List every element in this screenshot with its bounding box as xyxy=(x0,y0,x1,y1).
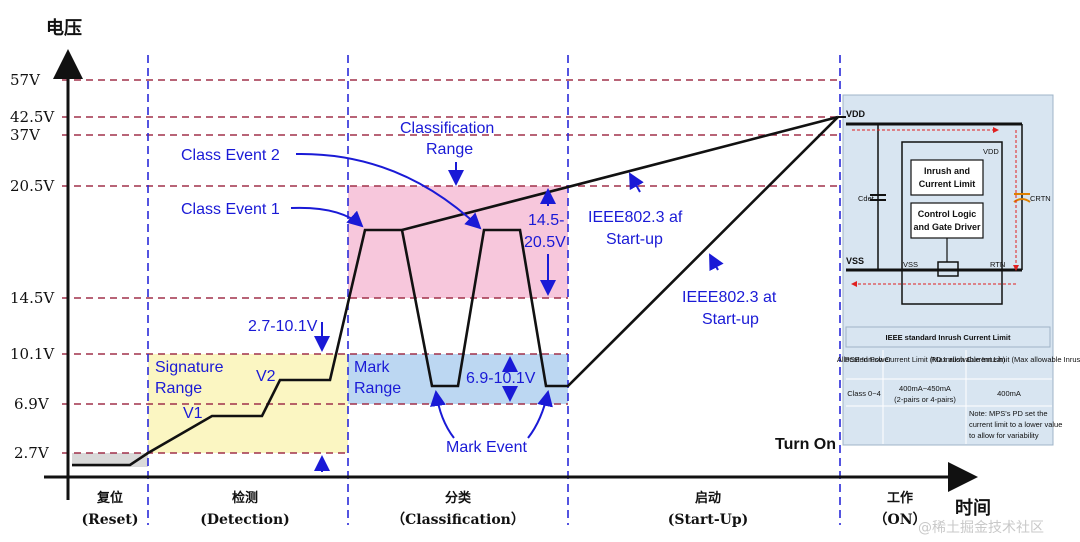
at-startup-label: IEEE802.3 at xyxy=(682,289,777,306)
inset-row-pse: 400mA~450mA xyxy=(899,384,951,393)
range-14-5-label: 14.5- xyxy=(528,212,564,229)
reset-region xyxy=(72,453,148,467)
inset-control-label-2: and Gate Driver xyxy=(913,222,981,232)
phase-classification-cn: 分类 xyxy=(445,490,472,506)
phase-detection-cn: 检测 xyxy=(232,490,258,506)
inset-inrush-label-2: Current Limit xyxy=(919,179,976,189)
class-event-1-label: Class Event 1 xyxy=(181,201,280,218)
inset-note: Note: MPS's PD set the xyxy=(969,409,1048,418)
phase-dividers xyxy=(147,55,841,525)
mark-event-arrow-right xyxy=(527,390,553,439)
turn-on-label: Turn On xyxy=(775,436,836,453)
inset-header-pse: PSE Inrush Current Limit (Max allowable … xyxy=(845,355,1006,364)
inset-vdd-label: VDD xyxy=(846,109,866,119)
inset-row-pd: 400mA xyxy=(997,389,1021,398)
phase-startup-en: (Start-Up) xyxy=(668,512,749,528)
y-axis-title: 电压 xyxy=(46,17,82,39)
inset-control-box xyxy=(910,202,984,239)
inset-inrush-label: Inrush and xyxy=(924,166,970,176)
inset-inrush-box xyxy=(910,159,984,196)
mark-range-label-2: Range xyxy=(354,380,401,397)
voltage-label-37v: 37V xyxy=(10,126,41,144)
inset-header-power: Allocated Power xyxy=(837,355,892,364)
inset-cdet-label: Cdet xyxy=(858,194,875,203)
inset-vss-label: VSS xyxy=(846,256,864,266)
phase-reset-cn: 复位 xyxy=(96,490,123,506)
inset-table-title-row xyxy=(845,326,1051,348)
classification-range-region xyxy=(348,186,568,298)
voltage-label-14-5v: 14.5V xyxy=(10,289,55,307)
voltage-label-20-5v: 20.5V xyxy=(10,177,55,195)
watermark: @稀土掘金技术社区 xyxy=(918,520,1044,536)
v1-label: V1 xyxy=(183,405,203,422)
signature-range-label: Signature xyxy=(155,359,224,376)
range-6-9-label: 6.9-10.1V xyxy=(466,370,536,387)
af-startup-label-2: Start-up xyxy=(606,231,663,248)
voltage-label-2-7v: 2.7V xyxy=(14,444,50,462)
inset-row-pse-2: (2-pairs or 4-pairs) xyxy=(894,395,956,404)
phase-on-en: （ON） xyxy=(874,512,927,528)
v2-label: V2 xyxy=(256,368,276,385)
voltage-label-10-1v: 10.1V xyxy=(10,345,55,363)
class-event-2-label: Class Event 2 xyxy=(181,147,280,164)
mark-event-arrow-left xyxy=(430,390,455,439)
inset-note-2: current limit to a lower value xyxy=(969,420,1062,429)
inset-note-3: to allow for variability xyxy=(969,431,1039,440)
inset-pd-block xyxy=(901,141,1003,305)
class-event-1-arrow xyxy=(290,206,364,228)
inset-vdd-pin: VDD xyxy=(983,147,999,156)
voltage-waveform xyxy=(72,116,839,467)
voltage-gridlines xyxy=(62,79,840,454)
mark-event-label: Mark Event xyxy=(446,439,527,456)
voltage-label-42-5v: 42.5V xyxy=(10,108,55,126)
phase-on-cn: 工作 xyxy=(887,490,913,506)
inset-vss-pin: VSS xyxy=(903,260,918,269)
class-event-2-arrow xyxy=(295,152,482,230)
inset-rtn-pin: RTN xyxy=(990,260,1005,269)
signature-range-label-2: Range xyxy=(155,380,202,397)
phase-detection-en: (Detection) xyxy=(200,512,290,528)
phase-classification-en: （Classification） xyxy=(391,512,525,528)
classification-range-label: Classification xyxy=(400,120,494,137)
inset-control-label: Control Logic xyxy=(918,209,977,219)
at-startup-label-2: Start-up xyxy=(702,311,759,328)
phase-startup-cn: 启动 xyxy=(695,490,721,506)
inset-mosfet xyxy=(937,261,959,277)
range-14-5-label-2: 20.5V xyxy=(524,234,566,251)
phase-reset-en: (Reset) xyxy=(81,512,138,528)
inset-crtn-label: CRTN xyxy=(1030,194,1051,203)
inset-panel: VDD VSS Cdet VDD VSS RTN Inrush and Curr… xyxy=(837,94,1080,446)
voltage-label-57v: 57V xyxy=(10,71,41,89)
inset-table-title: IEEE standard Inrush Current Limit xyxy=(885,333,1011,342)
mark-range-label: Mark xyxy=(354,359,391,376)
inset-header-pd: PD Inrush Current Limit (Max allowable I… xyxy=(931,355,1080,364)
inset-row-class: Class 0~4 xyxy=(847,389,881,398)
at-arrow xyxy=(709,253,724,272)
voltage-label-6-9v: 6.9V xyxy=(14,395,50,413)
inset-header-power-text: Allocated Power xyxy=(837,355,892,364)
range-2-7-label: 2.7-10.1V xyxy=(248,318,318,335)
af-arrow xyxy=(629,172,644,193)
af-startup-label: IEEE802.3 af xyxy=(588,209,683,226)
inset-crtn-cap xyxy=(1013,193,1031,203)
af-startup-line xyxy=(401,115,839,232)
x-axis-title: 时间 xyxy=(955,498,991,519)
classification-range-label-2: Range xyxy=(426,141,473,158)
